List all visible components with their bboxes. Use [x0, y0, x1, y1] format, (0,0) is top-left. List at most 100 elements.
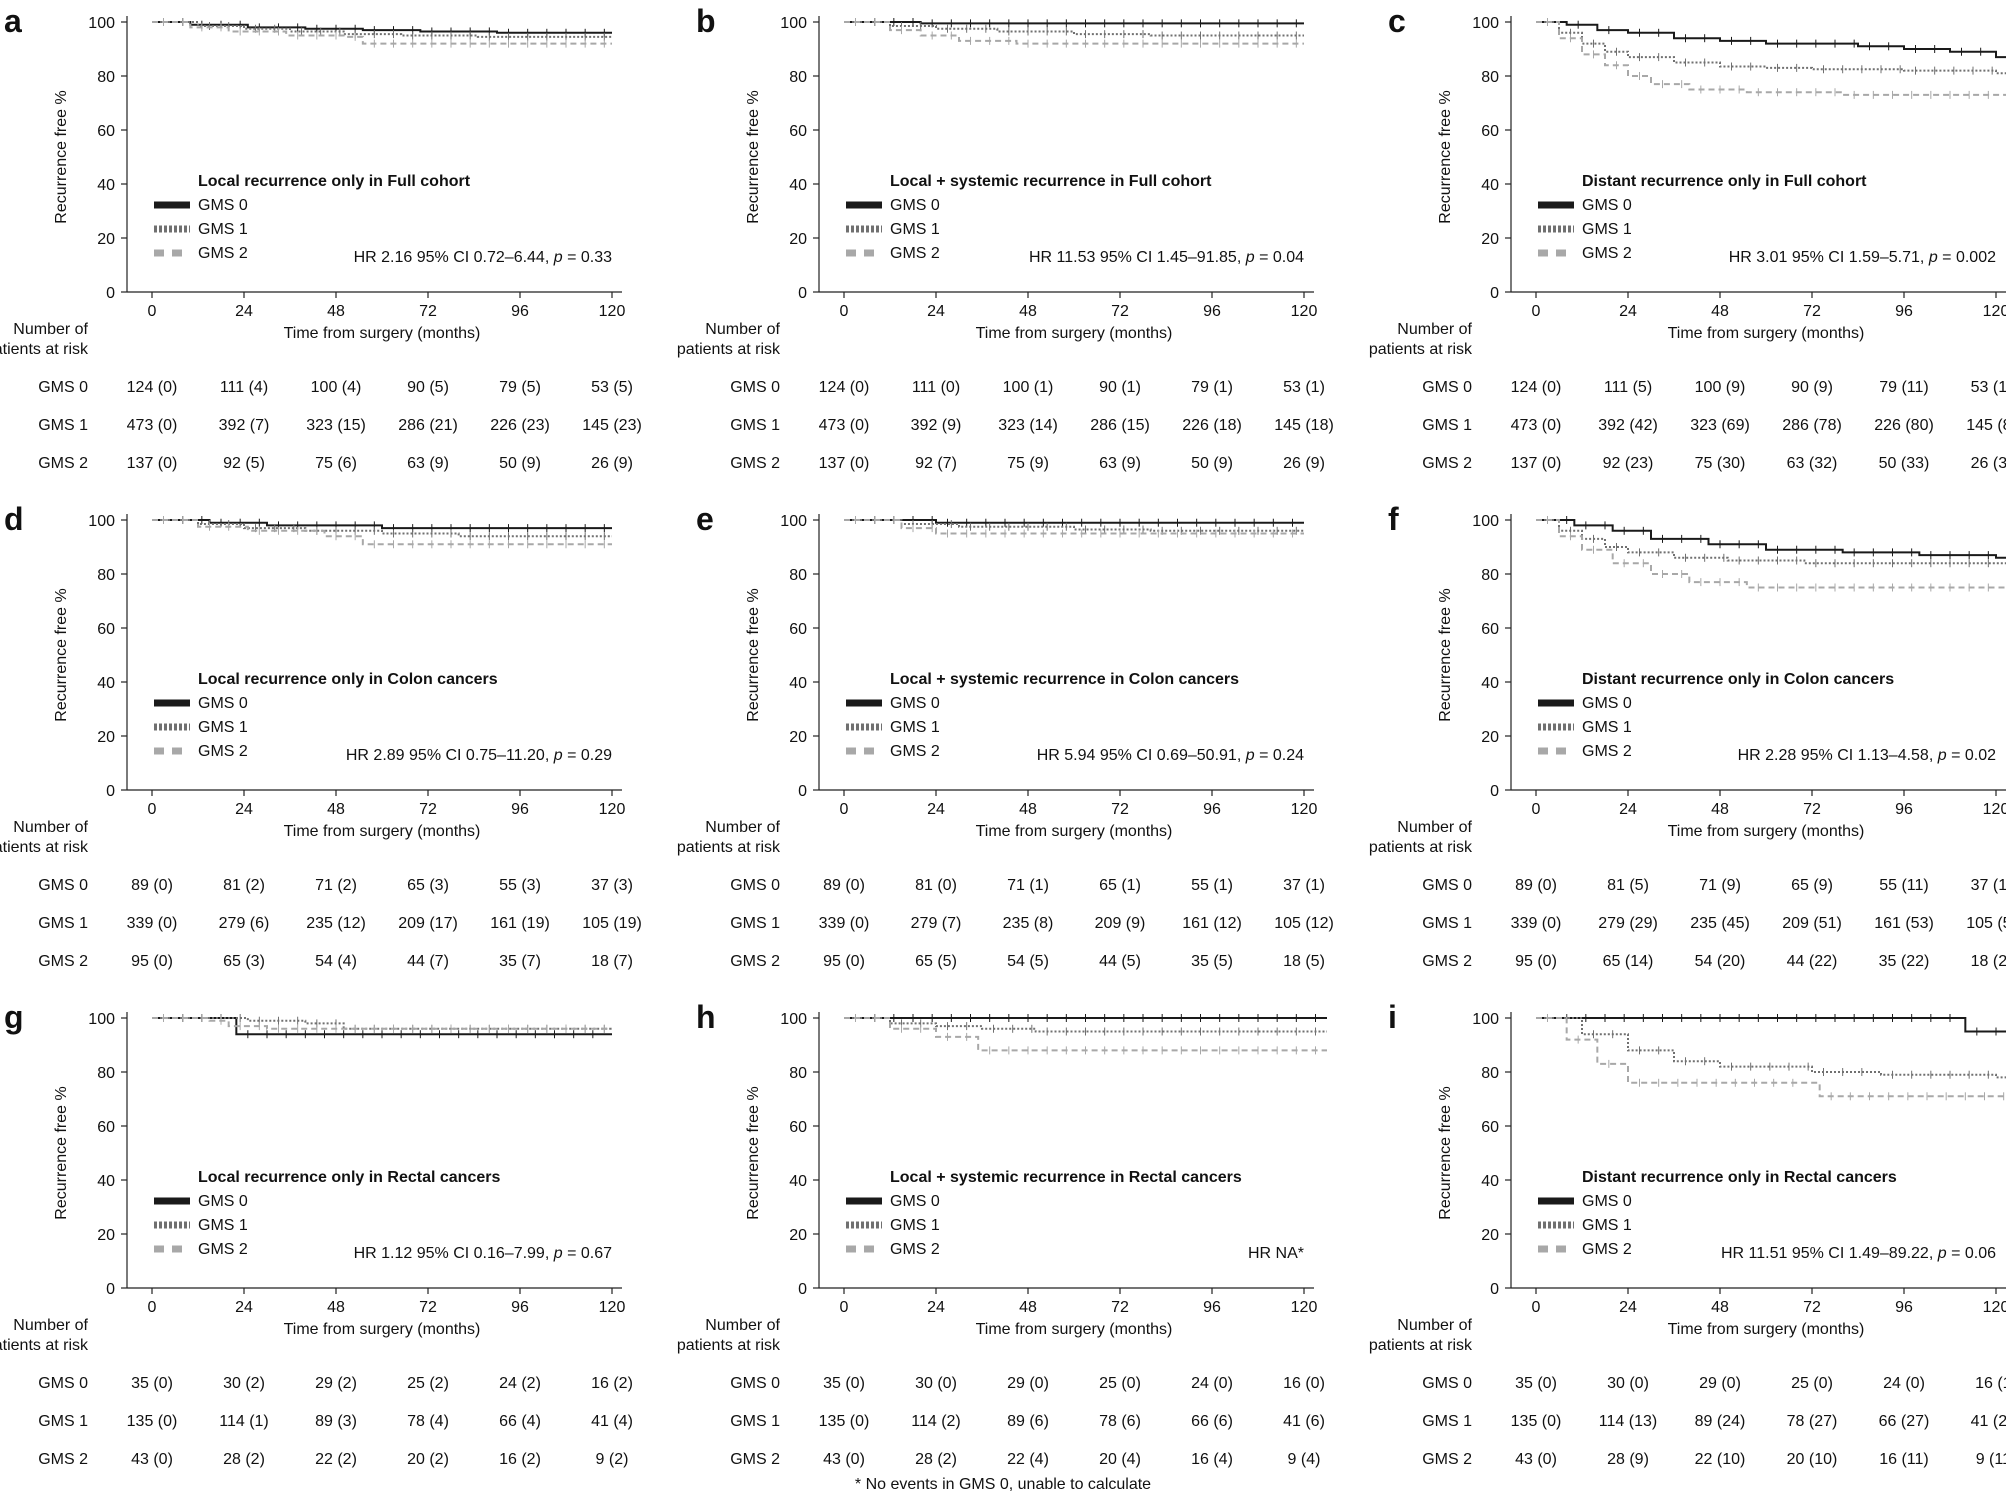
km-curve-gms-2: [152, 21, 612, 45]
y-axis-label: Recurrence free %: [745, 1086, 762, 1219]
km-curve-gms-2: [1536, 1017, 2006, 1098]
risk-cell: 226 (23): [490, 417, 550, 434]
x-axis-label: Time from surgery (months): [284, 1321, 481, 1338]
risk-cell: 124 (0): [819, 379, 870, 396]
risk-cell: 35 (22): [1879, 953, 1930, 970]
risk-cell: 323 (14): [998, 417, 1058, 434]
risk-label-line1: Number of: [1397, 819, 1472, 836]
hr-annotation: HR 11.53 95% CI 1.45–91.85, p = 0.04: [1029, 249, 1304, 266]
risk-cell: 100 (9): [1695, 379, 1746, 396]
risk-cell: 89 (6): [1007, 1413, 1049, 1430]
x-tick-label: 96: [1203, 1299, 1221, 1316]
risk-cell: 65 (14): [1603, 953, 1654, 970]
risk-cell: 286 (15): [1090, 417, 1150, 434]
risk-cell: 24 (0): [1883, 1375, 1925, 1392]
risk-cell: 79 (1): [1191, 379, 1233, 396]
risk-cell: 79 (11): [1879, 379, 1929, 396]
chart-panel-g: g 0 20 40 60 80 100 0 24 48 72 96 120 Recurrence free…: [0, 999, 633, 1468]
y-tick-label: 0: [798, 1281, 807, 1298]
y-tick-label: 40: [97, 1173, 115, 1190]
y-tick-label: 80: [1481, 69, 1499, 86]
x-tick-label: 48: [1019, 801, 1037, 818]
risk-cell: 65 (3): [223, 953, 265, 970]
legend-label: GMS 2: [890, 743, 940, 760]
risk-cell: 26 (9): [591, 455, 633, 472]
x-tick-label: 96: [1895, 303, 1913, 320]
risk-row-label: GMS 0: [730, 1375, 780, 1392]
risk-cell: 89 (3): [315, 1413, 357, 1430]
risk-cell: 473 (0): [127, 417, 178, 434]
risk-row-label: GMS 2: [1422, 1451, 1472, 1468]
risk-cell: 28 (2): [915, 1451, 957, 1468]
km-curve-gms-1: [844, 1017, 1327, 1033]
legend-label: GMS 0: [1582, 197, 1632, 214]
y-tick-label: 0: [798, 783, 807, 800]
y-tick-label: 80: [789, 1065, 807, 1082]
risk-cell: 111 (0): [912, 379, 960, 396]
risk-cell: 339 (0): [819, 915, 870, 932]
y-tick-label: 100: [88, 1011, 115, 1028]
risk-label-line1: Number of: [13, 1317, 88, 1334]
y-tick-label: 20: [1481, 231, 1499, 248]
panel-title: Local recurrence only in Rectal cancers: [198, 1169, 500, 1186]
risk-cell: 90 (1): [1099, 379, 1141, 396]
risk-cell: 16 (2): [591, 1375, 633, 1392]
x-tick-label: 48: [1019, 303, 1037, 320]
km-curve-gms-2: [152, 519, 612, 546]
y-tick-label: 0: [106, 285, 115, 302]
risk-label-line2: patients at risk: [0, 839, 89, 856]
km-curve-gms-2: [844, 1017, 1327, 1052]
y-tick-label: 20: [1481, 729, 1499, 746]
p-label: p: [1928, 249, 1938, 266]
risk-row-label: GMS 2: [38, 1451, 88, 1468]
risk-label-line1: Number of: [1397, 321, 1472, 338]
risk-label-line2: patients at risk: [677, 1337, 781, 1354]
risk-cell: 71 (2): [315, 877, 357, 894]
legend-label: GMS 1: [1582, 719, 1632, 736]
risk-row-label: GMS 1: [1422, 1413, 1472, 1430]
risk-cell: 50 (9): [499, 455, 541, 472]
risk-cell: 145 (82): [1966, 417, 2006, 434]
risk-row-label: GMS 1: [730, 417, 780, 434]
y-tick-label: 60: [97, 621, 115, 638]
risk-cell: 53 (13): [1971, 379, 2006, 396]
y-axis-label: Recurrence free %: [53, 90, 70, 223]
legend-label: GMS 1: [198, 1217, 248, 1234]
x-tick-label: 72: [1803, 1299, 1821, 1316]
risk-cell: 65 (5): [915, 953, 957, 970]
x-tick-label: 48: [1019, 1299, 1037, 1316]
p-label: p: [553, 747, 563, 764]
x-tick-label: 48: [1711, 801, 1729, 818]
risk-row-label: GMS 0: [730, 379, 780, 396]
y-axis-label: Recurrence free %: [745, 90, 762, 223]
legend-label: GMS 0: [890, 1193, 940, 1210]
x-axis-label: Time from surgery (months): [976, 325, 1173, 342]
km-curve-gms-1: [844, 21, 1304, 37]
legend-label: GMS 1: [890, 719, 940, 736]
y-tick-label: 100: [780, 15, 807, 32]
y-tick-label: 80: [789, 69, 807, 86]
y-tick-label: 20: [789, 729, 807, 746]
legend-label: GMS 0: [198, 1193, 248, 1210]
p-value: = 0.33: [563, 249, 612, 266]
y-tick-label: 100: [88, 513, 115, 530]
x-tick-label: 120: [1983, 801, 2006, 818]
panel-label: i: [1388, 999, 1397, 1035]
risk-cell: 105 (54): [1966, 915, 2006, 932]
y-tick-label: 100: [1472, 1011, 1499, 1028]
x-tick-label: 48: [327, 1299, 345, 1316]
p-label: p: [1937, 1245, 1947, 1262]
risk-cell: 81 (5): [1607, 877, 1649, 894]
panel-title: Distant recurrence only in Full cohort: [1582, 173, 1867, 190]
risk-cell: 29 (0): [1699, 1375, 1741, 1392]
risk-cell: 66 (4): [499, 1413, 541, 1430]
risk-row-label: GMS 0: [1422, 379, 1472, 396]
risk-row-label: GMS 2: [1422, 953, 1472, 970]
x-tick-label: 0: [840, 801, 849, 818]
p-label: p: [553, 249, 563, 266]
x-tick-label: 24: [1619, 801, 1637, 818]
km-curve-gms-2: [1536, 21, 2006, 96]
x-tick-label: 0: [148, 303, 157, 320]
legend-label: GMS 1: [890, 221, 940, 238]
risk-cell: 71 (1): [1007, 877, 1049, 894]
